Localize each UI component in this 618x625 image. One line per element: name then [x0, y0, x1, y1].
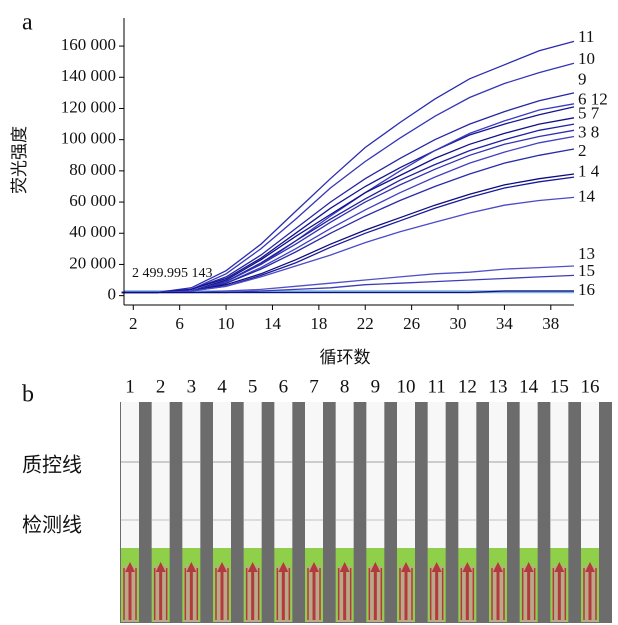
strip — [305, 402, 323, 548]
arrow — [523, 562, 534, 620]
lane-number: 8 — [340, 376, 350, 397]
x-tick-label: 26 — [403, 314, 420, 333]
lane-number: 3 — [187, 376, 197, 397]
arrow — [309, 562, 319, 620]
lane-number: 5 — [248, 376, 258, 397]
curve — [121, 103, 575, 294]
x-tick-label: 30 — [450, 314, 467, 333]
strip — [581, 402, 599, 548]
x-tick-label: 18 — [310, 314, 327, 333]
panel-label: a — [22, 10, 33, 36]
y-tick-label: 100 000 — [61, 129, 116, 148]
y-tick-label: 80 000 — [69, 160, 116, 179]
lane-number: 10 — [397, 376, 416, 397]
strip — [182, 402, 201, 548]
curve — [121, 106, 575, 294]
arrow — [401, 562, 411, 620]
strip — [213, 402, 231, 548]
y-tick-label: 40 000 — [69, 222, 116, 241]
x-tick-label: 10 — [218, 314, 235, 333]
curve — [121, 196, 575, 294]
lane-number: 1 — [125, 376, 135, 397]
strip — [243, 402, 262, 548]
strip — [397, 402, 415, 548]
arrow — [554, 562, 565, 620]
y-tick-label: 160 000 — [61, 35, 116, 54]
y-axis-label: 荧光强度 — [10, 126, 30, 194]
curve-label: 6 12 — [578, 90, 608, 109]
arrow — [370, 562, 381, 620]
curve-label: 5 7 — [578, 104, 600, 123]
strip — [366, 402, 385, 548]
lane-number: 13 — [489, 376, 508, 397]
lane-number: 11 — [428, 376, 446, 397]
strip — [335, 402, 354, 548]
curve-label: 14 — [578, 186, 596, 205]
curve-label: 16 — [578, 280, 595, 299]
strip — [427, 402, 446, 548]
arrow — [186, 562, 197, 620]
x-tick-label: 34 — [496, 314, 514, 333]
lane-number: 16 — [581, 376, 600, 397]
arrow — [493, 562, 503, 620]
arrow — [462, 562, 473, 620]
lane-number: 2 — [156, 376, 166, 397]
threshold-label: 2 499.995 143 — [132, 266, 213, 281]
arrow — [431, 562, 442, 620]
lane-number: 7 — [309, 376, 319, 397]
x-tick-label: 22 — [357, 314, 374, 333]
control-line-label: 质控线 — [22, 453, 82, 477]
arrow — [278, 562, 289, 620]
curve-label: 9 — [578, 69, 587, 88]
arrow — [155, 562, 166, 620]
strip — [458, 402, 477, 548]
curve — [121, 62, 575, 294]
curve-label: 1 4 — [578, 161, 600, 180]
arrow — [125, 562, 135, 620]
test-line-label: 检测线 — [22, 513, 82, 537]
curve-label: 10 — [578, 49, 595, 68]
arrow — [247, 562, 258, 620]
strip — [489, 402, 507, 548]
curve — [121, 40, 575, 294]
y-tick-label: 60 000 — [69, 191, 116, 210]
lane-number: 15 — [550, 376, 569, 397]
y-tick-label: 0 — [108, 285, 117, 304]
lane-number: 9 — [371, 376, 381, 397]
curve — [121, 290, 574, 294]
curve — [121, 92, 575, 294]
lane-number: 6 — [279, 376, 289, 397]
y-tick-label: 20 000 — [69, 253, 116, 272]
x-axis-label: 循环数 — [320, 348, 371, 368]
curve-label: 2 — [578, 141, 587, 160]
curve-label: 15 — [578, 261, 595, 280]
lane-number: 14 — [519, 376, 539, 397]
arrow — [217, 562, 227, 620]
x-tick-label: 2 — [129, 314, 138, 333]
curve-label: 13 — [578, 244, 595, 263]
arrow — [339, 562, 350, 620]
y-tick-label: 140 000 — [61, 66, 116, 85]
lane-number: 4 — [217, 376, 227, 397]
curve-label: 11 — [578, 27, 594, 46]
lane-number: 12 — [458, 376, 477, 397]
strip — [151, 402, 170, 548]
strip — [121, 402, 139, 548]
x-tick-label: 38 — [542, 314, 559, 333]
x-tick-label: 6 — [175, 314, 184, 333]
y-tick-label: 120 000 — [61, 97, 116, 116]
x-tick-label: 14 — [264, 314, 282, 333]
strip — [550, 402, 569, 548]
curve-label: 3 8 — [578, 122, 599, 141]
panel-label: b — [22, 382, 34, 408]
strip — [519, 402, 538, 548]
arrow — [585, 562, 595, 620]
strip — [274, 402, 293, 548]
